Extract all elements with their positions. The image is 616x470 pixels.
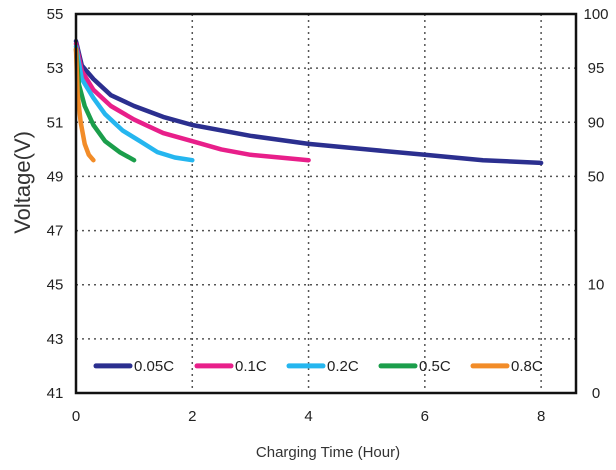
y2-tick-label: 100 xyxy=(583,6,608,23)
legend-label-0.05C: 0.05C xyxy=(134,358,174,375)
y-tick-label: 53 xyxy=(47,60,64,77)
y2-tick-label: 10 xyxy=(588,277,605,294)
x-tick-label: 0 xyxy=(72,408,80,425)
series-line-0.2C xyxy=(73,44,195,163)
series-line-0.05C xyxy=(73,38,544,166)
y2-tick-label: 95 xyxy=(588,60,605,77)
x-tick-label: 8 xyxy=(537,408,545,425)
y-tick-label: 51 xyxy=(47,114,64,131)
y2-tick-label: 0 xyxy=(592,385,600,402)
x-tick-label: 6 xyxy=(421,408,429,425)
y-axis-label: Voltage(V) xyxy=(10,131,35,234)
y-tick-label: 43 xyxy=(47,331,64,348)
legend-label-0.8C: 0.8C xyxy=(511,358,543,375)
x-axis-label: Charging Time (Hour) xyxy=(256,444,400,461)
y-tick-label: 55 xyxy=(47,6,64,23)
y-tick-label: 41 xyxy=(47,385,64,402)
y-axis-ticks: 55 53 51 49 47 45 43 41 xyxy=(47,6,64,402)
y2-tick-label: 50 xyxy=(588,168,605,185)
x-tick-label: 4 xyxy=(304,408,312,425)
grid-lines xyxy=(76,14,576,393)
series-line-0.1C xyxy=(73,41,311,163)
series-line-0.8C xyxy=(73,46,96,163)
y-tick-label: 47 xyxy=(47,223,64,240)
legend: 0.05C 0.1C 0.2C 0.5C 0.8C xyxy=(93,358,543,375)
y2-tick-label: 90 xyxy=(588,114,605,131)
x-tick-label: 2 xyxy=(188,408,196,425)
legend-label-0.1C: 0.1C xyxy=(235,358,267,375)
legend-label-0.5C: 0.5C xyxy=(419,358,451,375)
legend-label-0.2C: 0.2C xyxy=(327,358,359,375)
y-tick-label: 45 xyxy=(47,277,64,294)
y-tick-label: 49 xyxy=(47,168,64,185)
series-lines xyxy=(73,38,544,166)
plot-frame xyxy=(74,12,578,395)
x-axis-ticks: 0 2 4 6 8 xyxy=(72,408,545,425)
